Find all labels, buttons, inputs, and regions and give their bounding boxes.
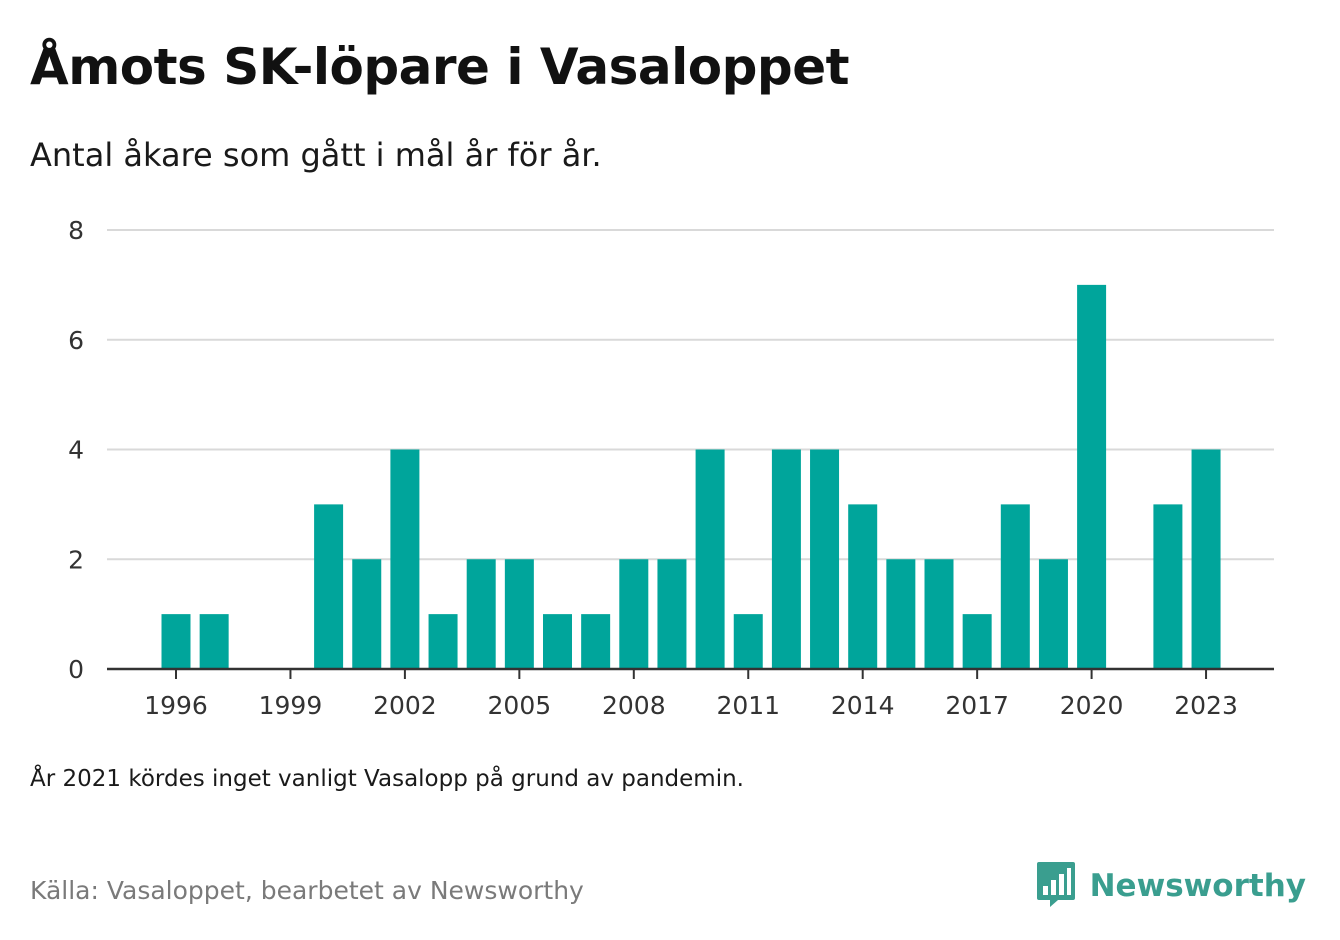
- y-tick-label: 6: [68, 326, 84, 355]
- bar-2000: [314, 504, 344, 669]
- bar-2002: [390, 449, 420, 669]
- x-tick-label: 2002: [373, 691, 437, 720]
- bar-2006: [543, 614, 572, 669]
- x-tick-label: 1999: [259, 691, 323, 720]
- brand-name: Newsworthy: [1089, 868, 1306, 904]
- bar-2008: [619, 559, 649, 669]
- y-axis-labels: 0 2 4 6 8: [68, 216, 84, 684]
- x-tick-label: 2008: [602, 691, 666, 720]
- bar-2012: [771, 449, 801, 669]
- bar-2011: [733, 614, 763, 669]
- source-credit: Källa: Vasaloppet, bearbetet av Newswort…: [30, 876, 584, 905]
- bar-2017: [962, 614, 992, 669]
- bar-2016: [924, 559, 954, 669]
- bar-1996: [161, 614, 191, 669]
- x-axis-labels: 1996 1999 2002 2005 2008 2011 2014 2017 2020 2023: [144, 691, 1238, 720]
- x-tick-label: 2020: [1060, 691, 1124, 720]
- bar-2013: [810, 449, 840, 669]
- bar-2003: [428, 614, 458, 669]
- bar-2014: [848, 504, 878, 669]
- y-tick-label: 2: [68, 545, 84, 574]
- x-axis: [107, 667, 1274, 679]
- bar-2022: [1153, 504, 1183, 669]
- bar-2018: [1000, 504, 1030, 669]
- bar-1997: [199, 614, 229, 669]
- brand-logo[interactable]: Newsworthy: [1036, 860, 1306, 912]
- bar-2010: [695, 449, 725, 669]
- bar-2015: [886, 559, 916, 669]
- bar-2009: [657, 559, 687, 669]
- x-tick-label: 2023: [1174, 691, 1238, 720]
- y-tick-label: 8: [68, 216, 84, 245]
- y-tick-label: 0: [68, 655, 84, 684]
- x-tick-label: 2005: [488, 691, 552, 720]
- bar-2001: [352, 559, 382, 669]
- bar-2007: [581, 614, 611, 669]
- bar-2020: [1077, 284, 1107, 669]
- x-tick-label: 2017: [945, 691, 1009, 720]
- y-tick-label: 4: [68, 436, 84, 465]
- bar-2005: [504, 559, 534, 669]
- chart-title: Åmots SK-löpare i Vasaloppet: [30, 38, 850, 96]
- x-tick-label: 2014: [831, 691, 895, 720]
- chart-subtitle: Antal åkare som gått i mål år för år.: [30, 136, 602, 174]
- bar-2019: [1038, 559, 1068, 669]
- bar-2004: [466, 559, 496, 669]
- bar-2023: [1191, 449, 1221, 669]
- x-tick-label: 1996: [144, 691, 208, 720]
- bars: [161, 284, 1221, 669]
- newsworthy-logo-icon: [1036, 860, 1076, 912]
- x-tick-label: 2011: [716, 691, 780, 720]
- footnote: År 2021 kördes inget vanligt Vasalopp på…: [30, 766, 744, 792]
